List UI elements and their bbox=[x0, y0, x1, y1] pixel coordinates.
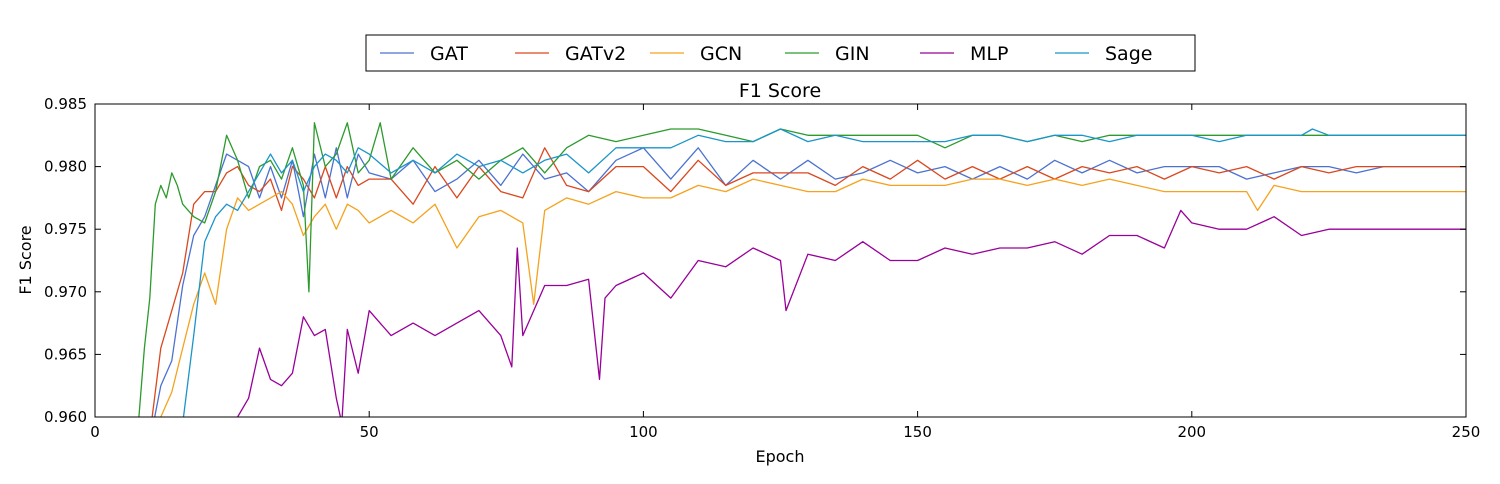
legend-box bbox=[365, 34, 1196, 72]
series-line-mlp bbox=[237, 209, 1466, 417]
legend-label-mlp: MLP bbox=[970, 43, 1008, 65]
axis-ticks: 0 50 100 150 200 250 0.960 0.965 0.970 0.975 0.980… bbox=[44, 95, 1480, 441]
series-line-sage bbox=[182, 128, 1466, 417]
legend-label-gin: GIN bbox=[835, 43, 870, 65]
plot-lines bbox=[138, 122, 1466, 417]
legend-label-gatv2: GATv2 bbox=[565, 43, 626, 65]
series-line-gatv2 bbox=[151, 147, 1466, 417]
x-axis-label: Epoch bbox=[756, 447, 805, 466]
x-tick-label: 0 bbox=[90, 423, 100, 441]
series-line-gcn bbox=[160, 178, 1466, 417]
legend-label-gcn: GCN bbox=[700, 43, 742, 65]
plot-frame bbox=[94, 103, 1467, 418]
y-tick-label: 0.980 bbox=[44, 158, 87, 176]
y-axis-label: F1 Score bbox=[16, 225, 35, 294]
x-tick-label: 50 bbox=[360, 423, 379, 441]
y-tick-label: 0.985 bbox=[44, 95, 87, 113]
x-tick-label: 250 bbox=[1452, 423, 1481, 441]
chart-title: F1 Score bbox=[739, 80, 821, 102]
x-tick-label: 100 bbox=[629, 423, 658, 441]
y-tick-label: 0.960 bbox=[44, 408, 87, 426]
legend: GAT GATv2 GCN GIN MLP Sage bbox=[365, 34, 1196, 72]
legend-label-sage: Sage bbox=[1105, 43, 1152, 65]
y-tick-label: 0.970 bbox=[44, 283, 87, 301]
x-tick-label: 150 bbox=[903, 423, 932, 441]
x-tick-label: 200 bbox=[1177, 423, 1206, 441]
y-tick-label: 0.975 bbox=[44, 220, 87, 238]
y-tick-label: 0.965 bbox=[44, 345, 87, 363]
legend-label-gat: GAT bbox=[430, 43, 468, 65]
